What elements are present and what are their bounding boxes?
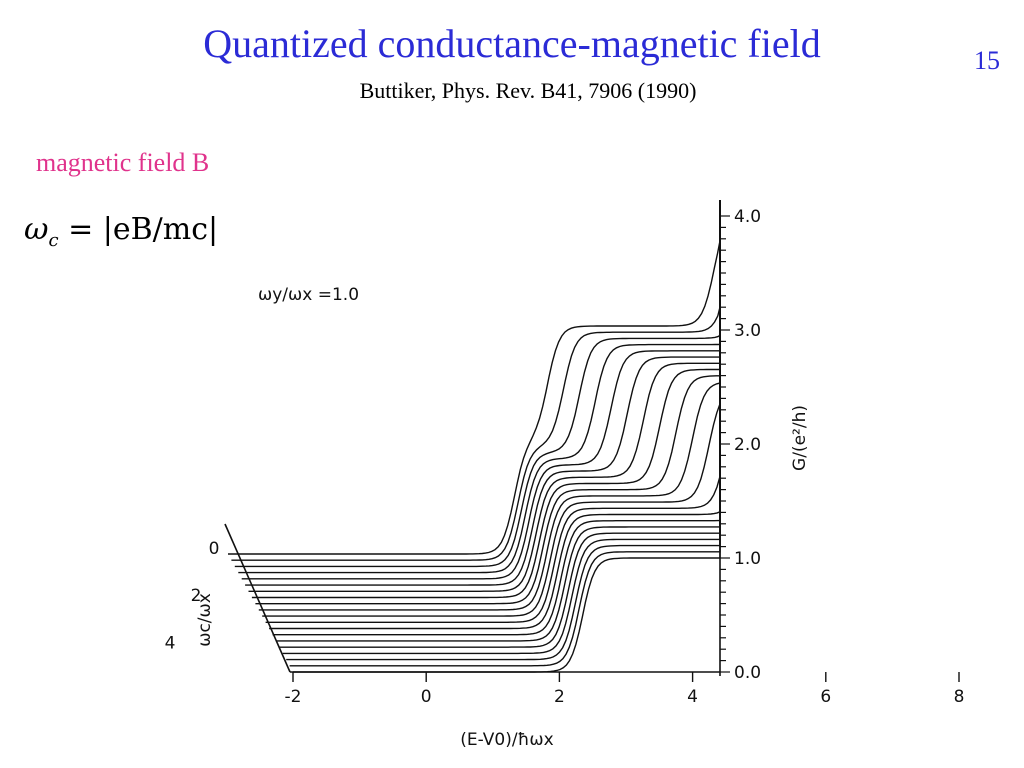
param-tick-label: 0	[209, 539, 220, 559]
chart-labels: (E-V0)/ħωx G/(e²/h) ωc/ωx ωy/ωx =1.0	[195, 285, 810, 750]
conductance-curve	[238, 200, 721, 574]
param-tick-label: 2	[191, 586, 202, 606]
x-tick-label: 8	[954, 687, 965, 707]
formula-subscript: c	[48, 230, 59, 251]
conductance-curve	[286, 318, 721, 661]
y-tick-label: 2.0	[734, 435, 761, 455]
param-axis	[224, 523, 291, 673]
y-tick-label: 4.0	[734, 207, 761, 227]
conductance-curve	[234, 200, 721, 568]
param-tick-label: 4	[165, 633, 176, 653]
conductance-curves	[228, 200, 721, 673]
conductance-curve	[231, 200, 721, 561]
slide-citation: Buttiker, Phys. Rev. B41, 7906 (1990)	[359, 78, 697, 103]
slide-title: Quantized conductance-magnetic field	[203, 21, 821, 66]
y-tick-label: 3.0	[734, 321, 761, 341]
formula-omega: ω	[24, 212, 49, 247]
aspect-ratio-label: ωy/ωx =1.0	[258, 285, 359, 305]
conductance-curve	[241, 200, 721, 580]
conductance-curve	[269, 200, 721, 630]
formula-rhs: = |eB/mc|	[58, 212, 219, 247]
param-axis-label: ωc/ωx	[195, 593, 215, 647]
conductance-curve	[282, 311, 721, 655]
conductance-curve	[255, 200, 721, 605]
y-tick-label: 0.0	[734, 663, 761, 683]
conductance-curve	[228, 200, 721, 555]
x-axis-label: (E-V0)/ħωx	[460, 730, 553, 750]
magnetic-field-label: magnetic field B	[36, 148, 210, 177]
y-tick-label: 1.0	[734, 549, 761, 569]
conductance-curve	[251, 200, 721, 599]
conductance-curve	[258, 200, 721, 611]
x-tick-label: 2	[554, 687, 565, 707]
x-tick-label: -2	[285, 687, 302, 707]
x-tick-label: 6	[820, 687, 831, 707]
y-axis-label: G/(e²/h)	[790, 405, 810, 471]
x-tick-label: 0	[421, 687, 432, 707]
x-tick-label: 4	[687, 687, 698, 707]
page-number: 15	[974, 46, 1000, 75]
conductance-curve	[279, 301, 721, 648]
chart-axes: 0.0 1.0 2.0 3.0 4.0 -2 0 2 4 6 8 0 2 4	[165, 200, 965, 707]
cyclotron-formula: ωc = |eB/mc|	[24, 212, 218, 251]
